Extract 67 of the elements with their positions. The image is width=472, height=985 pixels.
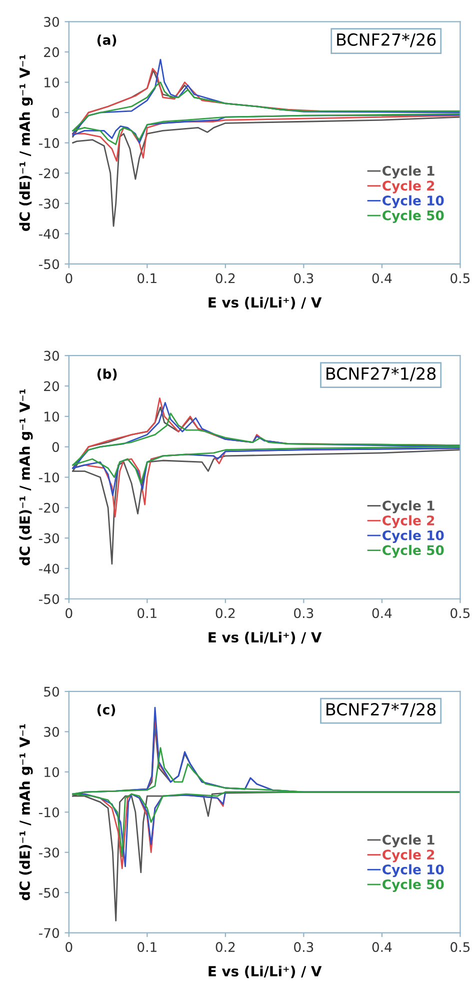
text: BCNF27*/26 — [337, 33, 436, 48]
legend-label: Cycle 2 — [382, 180, 434, 194]
y-tick-label: 0 — [52, 108, 60, 118]
y-tick-label: 20 — [44, 47, 60, 58]
y-axis-title: dC (dE)⁻¹ / mAh g⁻¹ V⁻¹ — [19, 389, 33, 566]
x-tick-label: 0 — [66, 608, 72, 618]
y-tick-label: -50 — [38, 259, 60, 270]
y-axis-title: dC (dE)⁻¹ / mAh g⁻¹ V⁻¹ — [19, 54, 33, 231]
y-axis-title: dC (dE)⁻¹ / mAh g⁻¹ V⁻¹ — [19, 724, 33, 900]
x-tick-label: 0.2 — [216, 942, 235, 952]
annotation: (c) — [97, 704, 116, 716]
y-tick-label: 30 — [44, 726, 60, 737]
x-axis-title: E vs (Li/Li⁺) / V — [208, 296, 322, 310]
legend-label: Cycle 50 — [382, 879, 444, 892]
x-tick-label: 0.4 — [372, 942, 392, 952]
x-tick-label: 0.3 — [294, 608, 314, 618]
y-tick-label: -50 — [38, 888, 60, 898]
legend-label: Cycle 10 — [382, 530, 444, 543]
x-tick-label: 0.2 — [216, 608, 235, 618]
y-tick-label: -30 — [38, 848, 60, 858]
y-tick-label: -20 — [38, 168, 60, 178]
y-tick-label: -30 — [38, 198, 60, 209]
y-tick-label: -10 — [38, 138, 60, 148]
legend-label: Cycle 1 — [382, 834, 434, 848]
x-tick-label: 0.4 — [372, 273, 392, 284]
y-tick-label: -30 — [38, 533, 60, 544]
x-tick-label: 0.5 — [450, 608, 470, 618]
x-tick-label: 0.2 — [216, 273, 235, 284]
text: BCNF27*1/28 — [326, 367, 436, 382]
x-tick-label: 0.4 — [372, 608, 392, 618]
y-tick-label: 50 — [44, 686, 60, 697]
y-tick-label: 30 — [44, 16, 60, 27]
y-tick-label: 10 — [44, 412, 60, 422]
x-tick-label: 0.1 — [138, 608, 156, 618]
annotation: (a) — [97, 34, 116, 46]
x-tick-label: 0 — [66, 273, 72, 284]
x-tick-label: 0 — [66, 942, 72, 952]
y-tick-label: -40 — [38, 564, 60, 574]
y-tick-label: 30 — [44, 350, 60, 361]
x-tick-label: 0.5 — [450, 273, 470, 284]
y-tick-label: -70 — [38, 928, 60, 938]
x-tick-label: 0.5 — [450, 942, 470, 952]
annotation: (b) — [97, 368, 117, 380]
x-tick-label: 0.3 — [294, 942, 314, 952]
y-tick-label: 20 — [44, 381, 60, 392]
x-tick-label: 0.1 — [138, 942, 156, 952]
y-tick-label: -10 — [38, 807, 60, 818]
x-axis-title: E vs (Li/Li⁺) / V — [208, 966, 322, 978]
text: BCNF27*7/28 — [326, 703, 436, 717]
legend-label: Cycle 10 — [382, 195, 444, 208]
y-tick-label: -10 — [38, 472, 60, 482]
y-tick-label: 10 — [44, 77, 60, 88]
legend-label: Cycle 50 — [382, 544, 444, 558]
legend-label: Cycle 2 — [382, 515, 434, 528]
y-tick-label: 10 — [44, 767, 60, 778]
x-tick-label: 0.3 — [294, 273, 314, 284]
legend-label: Cycle 1 — [382, 166, 434, 178]
y-tick-label: -20 — [38, 502, 60, 513]
legend-label: Cycle 1 — [382, 500, 434, 514]
y-tick-label: 0 — [52, 442, 60, 452]
x-axis-title: E vs (Li/Li⁺) / V — [208, 632, 322, 644]
legend-label: Cycle 10 — [382, 864, 444, 878]
legend-label: Cycle 2 — [382, 849, 434, 862]
legend-label: Cycle 50 — [382, 210, 444, 224]
y-tick-label: -40 — [38, 228, 60, 239]
x-tick-label: 0.1 — [138, 273, 156, 284]
y-tick-label: -50 — [38, 594, 60, 604]
